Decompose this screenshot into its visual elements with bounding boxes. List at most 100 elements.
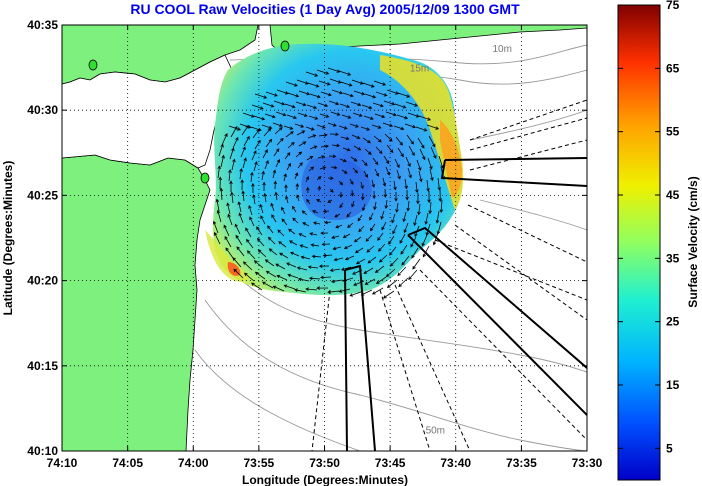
velocity-arrow bbox=[283, 284, 296, 290]
velocity-arrow bbox=[427, 157, 433, 170]
velocity-arrow bbox=[316, 124, 326, 129]
velocity-arrow bbox=[242, 261, 253, 271]
velocity-arrow bbox=[307, 134, 317, 139]
velocity-arrow bbox=[405, 101, 419, 107]
velocity-arrow bbox=[322, 209, 330, 214]
velocity-arrow bbox=[288, 240, 298, 246]
velocity-arrow bbox=[404, 178, 408, 190]
velocity-arrow bbox=[310, 243, 320, 247]
velocity-arrow bbox=[316, 286, 329, 290]
colorbar-tick-label: 35 bbox=[666, 251, 680, 265]
velocity-arrow bbox=[306, 186, 310, 194]
velocity-arrow bbox=[384, 133, 393, 142]
velocity-arrow bbox=[227, 213, 233, 226]
velocity-arrow bbox=[272, 169, 277, 179]
velocity-arrow bbox=[405, 156, 411, 168]
velocity-arrow bbox=[375, 146, 383, 154]
velocity-arrow bbox=[298, 90, 311, 96]
velocity-arrow bbox=[274, 127, 283, 135]
velocity-arrow bbox=[412, 258, 421, 270]
velocity-arrow bbox=[294, 288, 307, 293]
velocity-arrow bbox=[321, 242, 331, 247]
velocity-arrow bbox=[256, 226, 263, 236]
velocity-arrow bbox=[353, 90, 366, 96]
velocity-arrow bbox=[331, 235, 340, 239]
velocity-arrow bbox=[427, 190, 431, 204]
velocity-arrow bbox=[245, 227, 252, 238]
velocity-arrow bbox=[239, 167, 243, 180]
velocity-arrow bbox=[284, 103, 296, 109]
velocity-arrow bbox=[223, 224, 230, 237]
x-tick-label: 73:50 bbox=[309, 456, 340, 470]
colorbar-tick-label: 45 bbox=[666, 188, 680, 202]
velocity-arrow bbox=[340, 136, 350, 141]
velocity-arrow bbox=[362, 203, 366, 212]
velocity-arrow bbox=[421, 234, 428, 247]
velocity-arrow bbox=[274, 191, 278, 201]
velocity-arrow bbox=[327, 176, 334, 180]
velocity-arrow bbox=[410, 236, 417, 248]
velocity-arrow bbox=[380, 210, 385, 220]
velocity-arrow bbox=[318, 80, 331, 86]
velocity-arrow bbox=[428, 135, 436, 148]
velocity-arrow bbox=[299, 244, 309, 249]
velocity-arrow bbox=[379, 254, 388, 263]
velocity-arrow bbox=[232, 136, 239, 149]
deep-low-speed-core bbox=[301, 156, 372, 221]
velocity-arrow bbox=[273, 100, 286, 106]
velocity-arrow bbox=[372, 102, 384, 108]
velocity-arrow bbox=[429, 168, 434, 182]
velocity-arrow bbox=[284, 152, 291, 160]
velocity-arrow bbox=[327, 67, 341, 73]
velocity-arrow bbox=[329, 268, 341, 272]
velocity-arrow bbox=[416, 192, 420, 205]
velocity-arrow bbox=[411, 247, 419, 259]
velocity-arrow bbox=[346, 211, 352, 218]
x-tick-label: 73:30 bbox=[572, 456, 603, 470]
velocity-arrow bbox=[308, 115, 319, 120]
velocity-arrow bbox=[252, 194, 256, 205]
velocity-arrow bbox=[265, 270, 277, 278]
velocity-arrow bbox=[438, 188, 443, 202]
velocity-arrow bbox=[329, 132, 339, 137]
colorbar-tick-label: 5 bbox=[666, 441, 673, 455]
colorbar-label: Surface Velocity (cm/s) bbox=[686, 176, 700, 307]
velocity-arrow bbox=[320, 91, 332, 97]
velocity-arrow bbox=[317, 185, 322, 192]
velocity-arrow bbox=[394, 192, 398, 202]
x-axis: 74:10 74:05 74:00 73:55 73:50 73:45 73:40 73:35… bbox=[47, 25, 603, 470]
velocity-arrow bbox=[275, 159, 281, 168]
velocity-arrow bbox=[316, 69, 330, 75]
velocity-arrow bbox=[350, 101, 362, 107]
velocity-arrow bbox=[362, 137, 371, 144]
land-new-jersey bbox=[62, 154, 211, 451]
velocity-arrow bbox=[371, 124, 382, 129]
velocity-arrow bbox=[439, 199, 444, 214]
velocity-arrow bbox=[318, 264, 330, 268]
contour-labels: 10m 15m 50m bbox=[410, 44, 512, 436]
velocity-arrow bbox=[338, 70, 352, 76]
velocity-arrow bbox=[426, 179, 430, 192]
radar-site-marker bbox=[200, 172, 210, 184]
velocity-arrow bbox=[328, 154, 337, 158]
velocity-arrow bbox=[240, 179, 244, 191]
velocity-arrow bbox=[353, 280, 365, 286]
velocity-arrow bbox=[276, 274, 288, 281]
velocity-arrow bbox=[312, 210, 319, 214]
velocity-arrow bbox=[417, 137, 425, 149]
velocity-arrow bbox=[328, 100, 340, 106]
velocity-arrow bbox=[330, 279, 343, 284]
velocity-arrow bbox=[264, 113, 276, 119]
velocity-arrow bbox=[351, 79, 364, 85]
velocity-arrow bbox=[406, 134, 414, 145]
velocity-arrow bbox=[397, 266, 407, 277]
velocity-arrow bbox=[253, 260, 264, 269]
velocity-arrow bbox=[358, 225, 365, 233]
velocity-arrow bbox=[415, 126, 428, 132]
velocity-arrow bbox=[355, 258, 366, 265]
velocity-arrow bbox=[365, 234, 373, 242]
velocity-arrow bbox=[305, 126, 315, 131]
y-tick-label: 40:15 bbox=[27, 359, 58, 373]
velocity-arrow bbox=[228, 169, 232, 182]
